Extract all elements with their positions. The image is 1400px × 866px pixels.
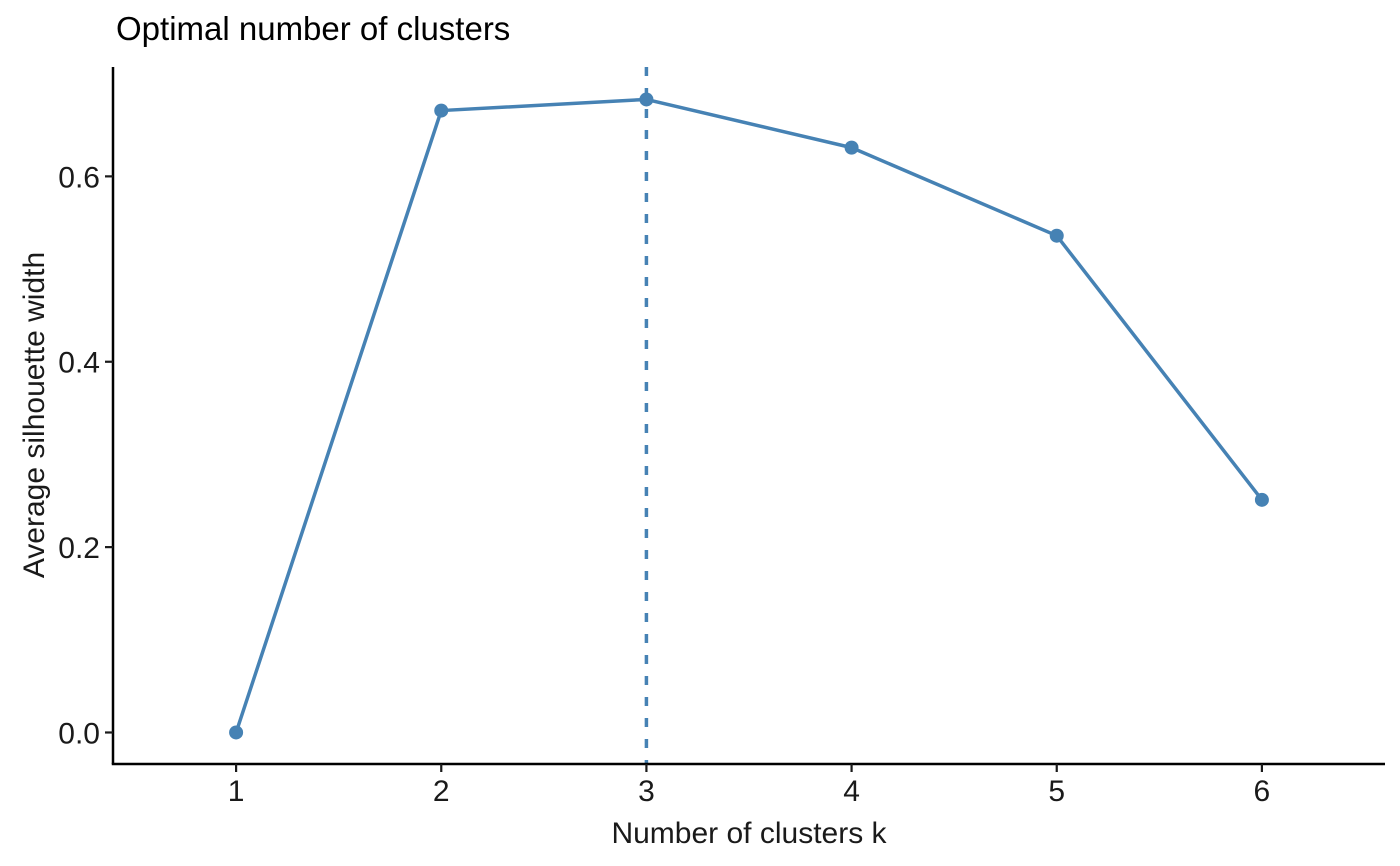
- x-tick-label: 4: [843, 775, 860, 808]
- chart-title: Optimal number of clusters: [116, 10, 510, 47]
- data-point-k3: [639, 92, 654, 107]
- x-tick-label: 5: [1048, 775, 1065, 808]
- y-tick-label: 0.6: [58, 161, 100, 194]
- y-tick-label: 0.4: [58, 347, 100, 380]
- x-tick-label: 1: [228, 775, 245, 808]
- y-axis-title: Average silhouette width: [18, 252, 51, 578]
- x-tick-label: 3: [638, 775, 655, 808]
- x-tick-label: 2: [433, 775, 450, 808]
- silhouette-line: [234, 97, 1264, 735]
- data-point-k4: [844, 140, 859, 155]
- data-point-k2: [434, 103, 449, 118]
- series-layer: [229, 92, 1269, 740]
- x-axis-title: Number of clusters k: [611, 817, 887, 850]
- data-point-k6: [1254, 492, 1269, 507]
- y-tick-label: 0.0: [58, 717, 100, 750]
- data-point-k5: [1049, 228, 1064, 243]
- x-tick-label: 6: [1254, 775, 1271, 808]
- y-tick-label: 0.2: [58, 532, 100, 565]
- data-point-k1: [229, 725, 244, 740]
- axis-layer: 1 2 3 4 5 6 0.0 0.2 0.4 0.6: [58, 67, 1385, 808]
